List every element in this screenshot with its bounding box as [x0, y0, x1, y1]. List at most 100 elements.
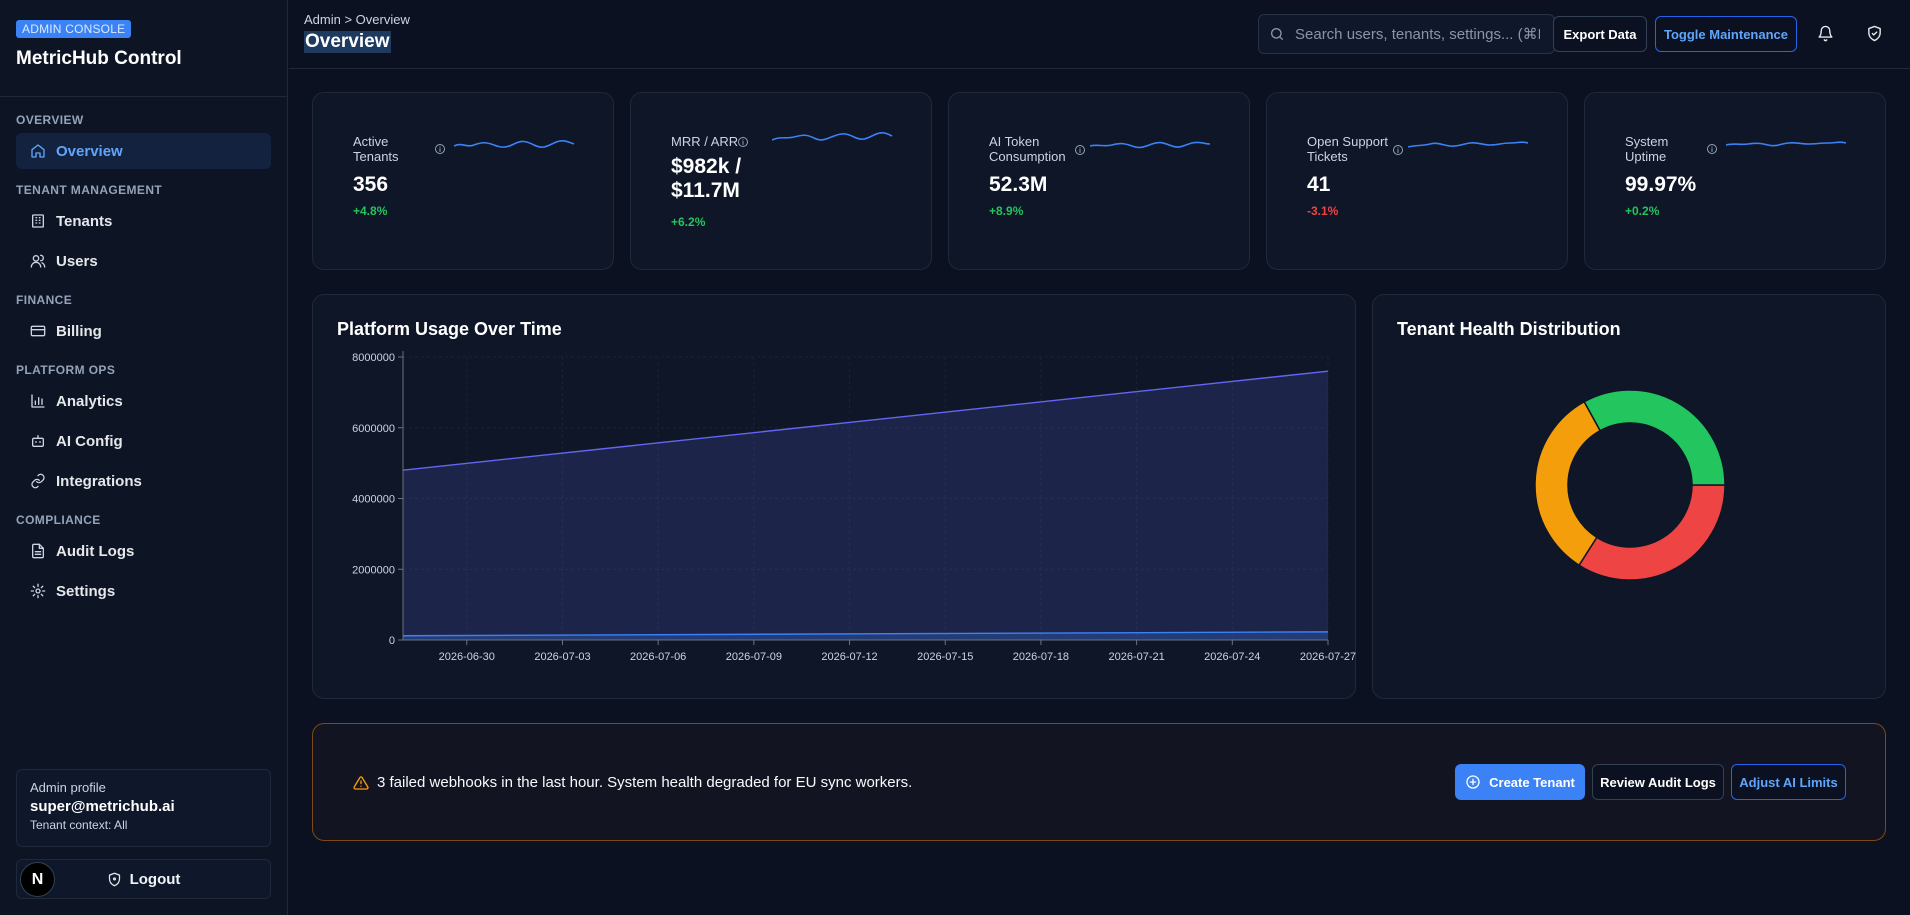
- kpi-card: MRR / ARR $982k / $11.7M +6.2%: [630, 92, 932, 270]
- search-input[interactable]: [1295, 25, 1540, 43]
- sidebar-item-label: Audit Logs: [56, 542, 135, 560]
- x-tick-label: 2026-07-24: [1204, 651, 1260, 663]
- link-icon: [30, 473, 46, 489]
- profile-label: Admin profile: [30, 780, 106, 795]
- kpi-delta: +6.2%: [671, 215, 706, 229]
- info-icon[interactable]: [1074, 144, 1086, 156]
- credit-card-icon: [30, 323, 46, 339]
- logout-label: Logout: [129, 870, 181, 888]
- sidebar: ADMIN CONSOLE MetricHub Control OVERVIEW…: [0, 0, 288, 915]
- y-tick-label: 2000000: [352, 564, 395, 576]
- kpi-label: System Uptime: [1625, 134, 1669, 164]
- x-tick-label: 2026-07-21: [1108, 651, 1164, 663]
- kpi-value: $982k / $11.7M: [671, 155, 742, 202]
- y-tick-label: 8000000: [352, 352, 395, 364]
- sidebar-item-analytics[interactable]: Analytics: [16, 383, 271, 419]
- create-tenant-label: Create Tenant: [1489, 774, 1575, 790]
- x-tick-label: 2026-07-18: [1013, 651, 1069, 663]
- kpi-delta: -3.1%: [1307, 204, 1339, 218]
- notifications-button[interactable]: [1814, 22, 1836, 44]
- x-tick-label: 2026-07-09: [726, 651, 782, 663]
- page-title: Overview: [304, 31, 391, 53]
- nav-section-finance: FINANCE: [16, 293, 73, 307]
- sidebar-item-overview[interactable]: Overview: [16, 133, 271, 169]
- info-icon[interactable]: [1706, 143, 1718, 155]
- logout-button[interactable]: Logout: [16, 859, 271, 899]
- kpi-label: Active Tenants: [353, 134, 399, 164]
- admin-console-badge: ADMIN CONSOLE: [16, 20, 132, 38]
- app-title: MetricHub Control: [16, 48, 182, 69]
- sidebar-item-label: Integrations: [56, 472, 142, 490]
- review-audit-logs-button[interactable]: Review Audit Logs: [1592, 764, 1724, 800]
- warning-icon: [353, 776, 369, 790]
- kpi-card: Open Support Tickets 41 -3.1%: [1266, 92, 1568, 270]
- x-tick-label: 2026-07-06: [630, 651, 686, 663]
- sparkline-path: [1090, 141, 1211, 149]
- series-line: [402, 370, 1329, 471]
- sidebar-item-settings[interactable]: Settings: [16, 573, 271, 609]
- brand: ADMIN CONSOLE MetricHub Control: [0, 0, 287, 97]
- x-tick-label: 2026-07-27: [1300, 651, 1356, 663]
- kpi-value: 356: [353, 173, 389, 196]
- sidebar-item-audit-logs[interactable]: Audit Logs: [16, 533, 271, 569]
- series-area: [403, 631, 1328, 640]
- usage-area-chart: 0 2000000 4000000 6000000 8000000 2026-06-30 2…: [352, 351, 1356, 663]
- sparkline-path: [772, 131, 893, 141]
- nav-section-platform-ops: PLATFORM OPS: [16, 363, 116, 377]
- kpi-delta: +0.2%: [1625, 204, 1660, 218]
- info-icon[interactable]: [1392, 144, 1404, 156]
- info-icon[interactable]: [737, 136, 749, 148]
- sidebar-item-ai-config[interactable]: AI Config: [16, 423, 271, 459]
- health-donut-chart: [1534, 389, 1726, 581]
- sidebar-item-billing[interactable]: Billing: [16, 313, 271, 349]
- x-tick-label: 2026-07-12: [821, 651, 877, 663]
- sidebar-nav: OVERVIEW Overview TENANT MANAGEMENT Tena…: [0, 97, 287, 609]
- export-data-button[interactable]: Export Data: [1553, 16, 1647, 52]
- building-icon: [30, 213, 46, 229]
- y-tick-label: 4000000: [352, 494, 395, 506]
- shield-check-icon: [1867, 25, 1881, 41]
- sparkline-path: [454, 139, 575, 148]
- sidebar-item-label: Analytics: [56, 392, 123, 410]
- gear-icon: [30, 583, 46, 599]
- sparkline: [1726, 141, 1847, 147]
- security-button[interactable]: [1863, 22, 1885, 44]
- sidebar-item-tenants[interactable]: Tenants: [16, 203, 271, 239]
- search-icon: [1271, 28, 1283, 40]
- adjust-ai-limits-button[interactable]: Adjust AI Limits: [1731, 764, 1846, 800]
- kpi-label: MRR / ARR: [671, 134, 739, 149]
- shield-icon: [108, 872, 120, 886]
- top-header: Admin > Overview Overview Export Data To…: [289, 0, 1910, 69]
- bar-chart-icon: [30, 393, 46, 409]
- sidebar-item-label: Overview: [56, 142, 123, 160]
- sidebar-item-label: AI Config: [56, 432, 123, 450]
- y-tick-label: 0: [389, 635, 395, 647]
- donut-slice[interactable]: [1583, 389, 1726, 486]
- sparkline: [1090, 141, 1211, 149]
- sidebar-item-users[interactable]: Users: [16, 243, 271, 279]
- create-tenant-button[interactable]: Create Tenant: [1455, 764, 1585, 800]
- donut-slice[interactable]: [1534, 400, 1602, 567]
- kpi-delta: +4.8%: [353, 204, 388, 218]
- bot-icon: [30, 433, 46, 449]
- home-icon: [30, 143, 46, 159]
- x-tick-label: 2026-07-15: [917, 651, 973, 663]
- kpi-delta: +8.9%: [989, 204, 1024, 218]
- search-box[interactable]: [1258, 14, 1555, 54]
- system-alert: 3 failed webhooks in the last hour. Syst…: [312, 723, 1886, 841]
- sidebar-item-integrations[interactable]: Integrations: [16, 463, 271, 499]
- x-tick-label: 2026-07-03: [534, 651, 590, 663]
- sidebar-item-label: Settings: [56, 582, 116, 600]
- avatar[interactable]: N: [20, 862, 55, 897]
- info-icon[interactable]: [434, 143, 446, 155]
- kpi-card: Active Tenants 356 +4.8%: [312, 92, 614, 270]
- users-icon: [30, 253, 46, 269]
- kpi-value: 41: [1307, 173, 1331, 196]
- kpi-value: 99.97%: [1625, 173, 1697, 196]
- kpi-label: AI Token Consumption: [989, 134, 1066, 164]
- donut-slice[interactable]: [1578, 484, 1726, 581]
- sparkline-path: [1726, 141, 1847, 147]
- admin-profile-card: Admin profile super@metrichub.ai Tenant …: [16, 769, 271, 847]
- kpi-card: AI Token Consumption 52.3M +8.9%: [948, 92, 1250, 270]
- toggle-maintenance-button[interactable]: Toggle Maintenance: [1655, 16, 1797, 52]
